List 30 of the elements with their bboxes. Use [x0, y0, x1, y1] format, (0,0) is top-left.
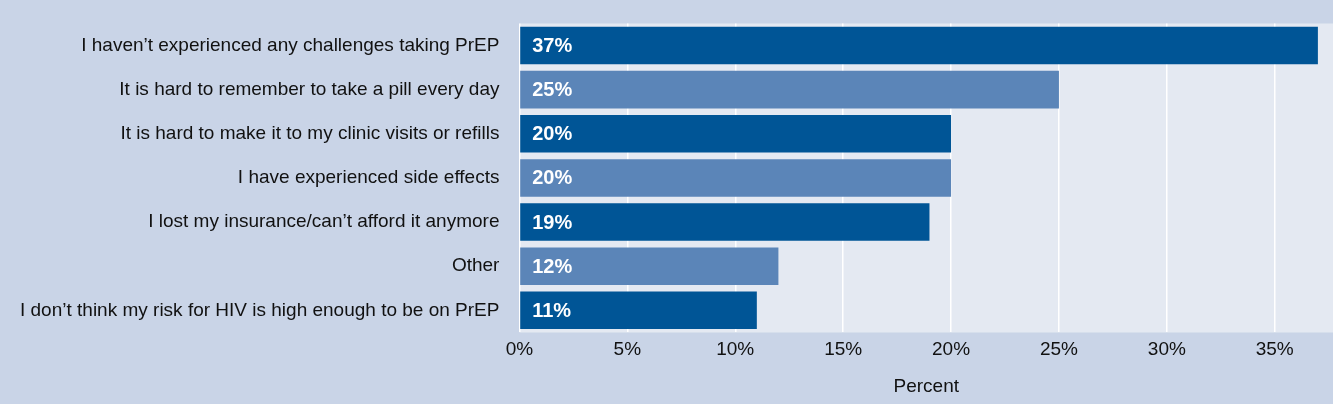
- x-tick-label: 30%: [1147, 338, 1186, 360]
- y-tick-label: It is hard to remember to take a pill every day: [119, 77, 500, 99]
- x-tick-label: 35%: [1255, 338, 1294, 360]
- x-tick-label: 5%: [613, 338, 642, 360]
- data-label: 11%: [532, 298, 572, 321]
- y-tick-label: It is hard to make it to my clinic visits or refills: [120, 121, 500, 143]
- x-axis-title: Percent: [893, 374, 960, 396]
- bar: [520, 203, 930, 241]
- bar: [520, 70, 1059, 109]
- y-tick-label: Other: [451, 254, 501, 276]
- x-tick-label: 10%: [716, 338, 755, 360]
- y-tick-label: I lost my insurance/can’t afford it anymore: [148, 210, 500, 232]
- bar: [520, 159, 952, 197]
- x-tick-label: 15%: [824, 338, 863, 360]
- y-tick-label: I don’t think my risk for HIV is high enough to be on PrEP: [19, 298, 500, 320]
- x-tick-label: 25%: [1039, 338, 1079, 360]
- data-label: 19%: [532, 210, 573, 233]
- data-label: 20%: [532, 166, 573, 189]
- data-label: 25%: [532, 78, 573, 101]
- bar: [520, 115, 952, 153]
- data-label: 20%: [532, 122, 573, 145]
- bar: [520, 26, 1318, 65]
- data-label: 37%: [532, 33, 573, 56]
- data-label: 12%: [532, 254, 573, 277]
- y-tick-label: I haven’t experienced any challenges taking PrEP: [81, 33, 500, 55]
- x-tick-label: 0%: [505, 338, 534, 360]
- y-tick-label: I have experienced side effects: [237, 166, 500, 188]
- x-tick-label: 20%: [932, 338, 971, 360]
- bar: [520, 247, 779, 285]
- bar: [520, 291, 757, 330]
